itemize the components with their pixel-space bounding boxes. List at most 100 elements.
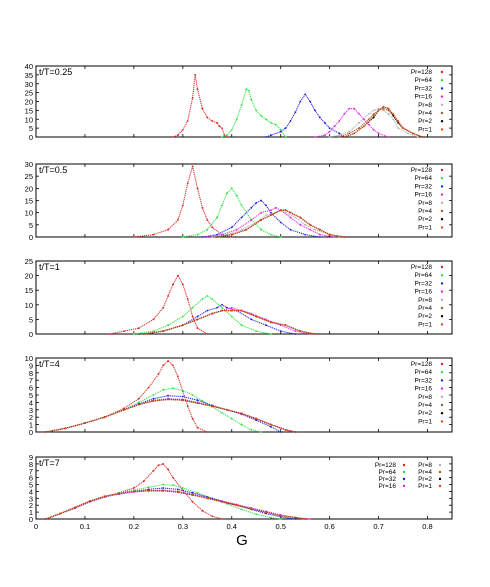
data-point [294, 216, 297, 219]
data-point [230, 306, 233, 309]
data-point [255, 417, 258, 420]
data-point [230, 129, 233, 131]
data-point [84, 422, 86, 424]
data-point [152, 394, 155, 396]
y-tick-label: 6 [29, 474, 33, 483]
data-point [123, 408, 125, 411]
x-tick-label: 0.7 [373, 522, 383, 531]
y-tick-label: 7 [29, 376, 33, 385]
y-tick-label: 0 [29, 428, 33, 437]
data-point [279, 518, 282, 520]
legend-marker [440, 218, 444, 221]
data-point [186, 298, 189, 300]
legend-marker [440, 201, 444, 204]
data-point [250, 312, 253, 315]
y-tick-label: 40 [25, 62, 33, 71]
legend-marker [440, 323, 444, 326]
data-point [181, 129, 184, 131]
data-point [270, 333, 272, 335]
series-pr-1 [216, 209, 346, 238]
legend-marker [440, 209, 444, 213]
data-point [230, 236, 233, 238]
legend-label: Pr=1 [418, 321, 432, 328]
data-point [294, 333, 297, 335]
data-point [201, 509, 204, 512]
data-point [265, 324, 267, 327]
y-tick-label: 5 [29, 221, 33, 230]
data-point [333, 236, 336, 238]
y-tick-label: 0 [29, 233, 33, 242]
legend-marker [440, 177, 444, 180]
data-point [230, 226, 233, 229]
data-point [353, 132, 355, 135]
data-point [211, 120, 214, 122]
y-tick-label: 10 [25, 301, 33, 310]
data-point [387, 113, 390, 115]
y-tick-label: 9 [29, 453, 33, 462]
data-point [338, 136, 341, 138]
data-point [358, 121, 360, 124]
data-point [284, 127, 287, 129]
data-point [172, 136, 174, 138]
series-pr-128 [108, 274, 209, 335]
data-point [328, 130, 331, 133]
data-point [367, 123, 370, 126]
data-point [230, 187, 233, 190]
data-point [196, 426, 199, 429]
data-point [191, 491, 194, 494]
data-point [177, 219, 179, 221]
legend-marker [440, 79, 444, 82]
data-point [328, 127, 331, 129]
data-point [294, 431, 297, 433]
x-axis-label: G [236, 532, 248, 549]
data-point [152, 397, 155, 400]
legend-marker [440, 395, 444, 398]
data-point [387, 136, 390, 138]
data-point [377, 132, 380, 135]
data-point [221, 136, 223, 138]
y-tick-label: 20 [25, 272, 33, 281]
data-point [358, 113, 360, 115]
legend-label: Pr=16 [414, 386, 432, 393]
data-point [194, 74, 197, 76]
y-tick-label: 6 [29, 384, 33, 393]
data-point [284, 209, 287, 212]
y-tick-label: 4 [29, 487, 33, 496]
data-point [314, 136, 316, 138]
data-point [348, 130, 351, 133]
data-point [240, 324, 243, 327]
legend-marker [440, 306, 444, 310]
data-point [226, 306, 228, 309]
data-point [162, 330, 165, 332]
data-point [372, 109, 375, 112]
data-point [240, 412, 243, 415]
legend-label: Pr=4 [418, 469, 432, 476]
data-point [133, 490, 135, 493]
x-tick-label: 0.4 [227, 522, 237, 531]
data-point [211, 515, 214, 518]
legend-label: Pr=2 [418, 313, 432, 320]
y-tick-label: 0 [29, 133, 33, 142]
data-point [304, 518, 307, 520]
data-point [196, 402, 199, 404]
series-pr-64 [221, 88, 287, 138]
legend-marker [440, 362, 444, 366]
data-point [167, 394, 170, 397]
legend-marker [440, 371, 444, 374]
data-point [206, 309, 209, 312]
data-point [274, 206, 277, 209]
legend-label: Pr=8 [418, 394, 432, 401]
data-point [133, 487, 135, 489]
data-point [206, 228, 209, 231]
legend-marker [440, 412, 444, 415]
data-point [157, 464, 160, 467]
data-point [137, 327, 140, 330]
data-point [191, 494, 194, 496]
data-point [201, 236, 204, 238]
data-point [191, 165, 194, 168]
data-point [250, 219, 253, 221]
data-point [152, 233, 155, 236]
plot-frame [35, 456, 453, 520]
data-point [382, 107, 385, 110]
